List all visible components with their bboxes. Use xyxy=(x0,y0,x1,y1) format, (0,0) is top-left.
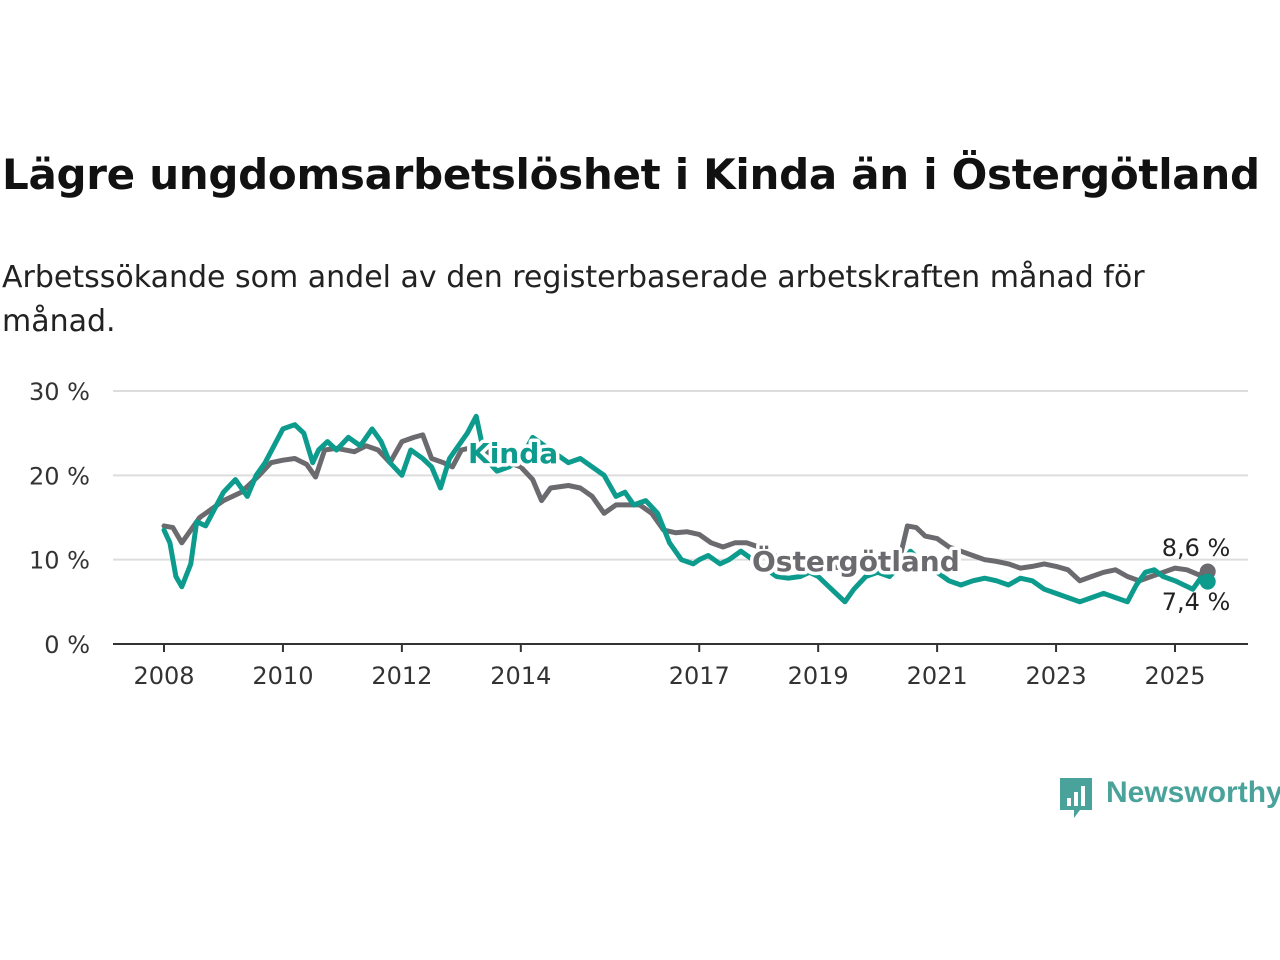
series-label-ostergotland: Östergötland xyxy=(752,544,960,578)
end-label-kinda: 7,4 % xyxy=(1162,588,1231,616)
y-tick-label: 20 % xyxy=(29,462,90,490)
chart-title: Lägre ungdomsarbetslöshet i Kinda än i Ö… xyxy=(2,150,1260,199)
x-tick-label: 2021 xyxy=(907,662,968,690)
x-tick-label: 2014 xyxy=(490,662,551,690)
series-line-kinda xyxy=(161,413,1211,605)
series-label-kinda: Kinda xyxy=(468,437,558,470)
x-tick-label: 2012 xyxy=(371,662,432,690)
x-tick-label: 2019 xyxy=(788,662,849,690)
newsworthy-logo-icon xyxy=(1060,778,1092,818)
end-dot-kinda xyxy=(1199,573,1216,590)
x-tick-label: 2010 xyxy=(252,662,313,690)
newsworthy-logo-text: Newsworthy xyxy=(1106,776,1280,809)
x-tick-label: 2017 xyxy=(669,662,730,690)
chart-subtitle: Arbetssökande som andel av den registerb… xyxy=(2,260,1145,339)
x-tick-label: 2008 xyxy=(133,662,194,690)
end-label-ostergotland: 8,6 % xyxy=(1162,534,1231,562)
y-tick-label: 30 % xyxy=(29,378,90,406)
y-tick-label: 0 % xyxy=(44,631,90,659)
x-tick-label: 2025 xyxy=(1144,662,1205,690)
x-tick-label: 2023 xyxy=(1026,662,1087,690)
y-tick-label: 10 % xyxy=(29,547,90,575)
newsworthy-logo: Newsworthy xyxy=(1058,774,1280,820)
